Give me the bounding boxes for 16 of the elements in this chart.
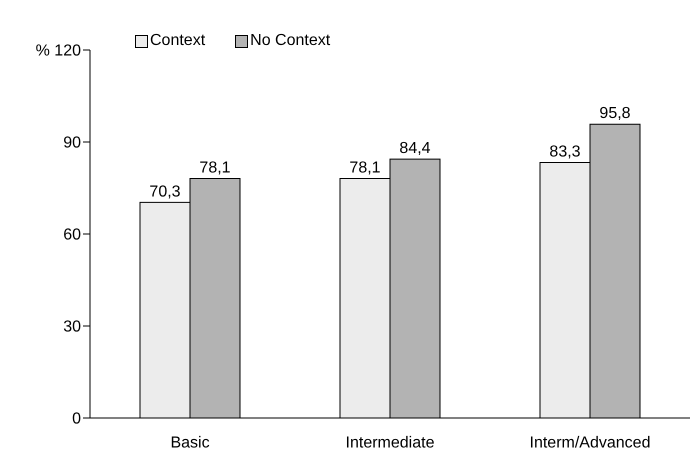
y-tick-label: % 120: [36, 42, 82, 60]
x-tick-label: Basic: [170, 434, 210, 452]
x-tick-label: Intermediate: [346, 434, 435, 452]
data-label: 78,1: [199, 159, 231, 176]
y-tick-label: 0: [72, 410, 82, 428]
data-label: 83,3: [549, 144, 581, 161]
y-tick-label: 60: [63, 226, 82, 244]
legend-label: Context: [149, 32, 206, 50]
data-label: 78,1: [349, 159, 381, 176]
data-label: 70,3: [149, 183, 181, 200]
legend-label: No Context: [249, 32, 330, 50]
data-label: 95,8: [599, 105, 631, 122]
x-tick-label: Interm/Advanced: [530, 434, 650, 452]
y-tick-label: 90: [63, 134, 82, 152]
data-label: 84,4: [399, 140, 431, 158]
y-tick-label: 30: [63, 318, 82, 336]
